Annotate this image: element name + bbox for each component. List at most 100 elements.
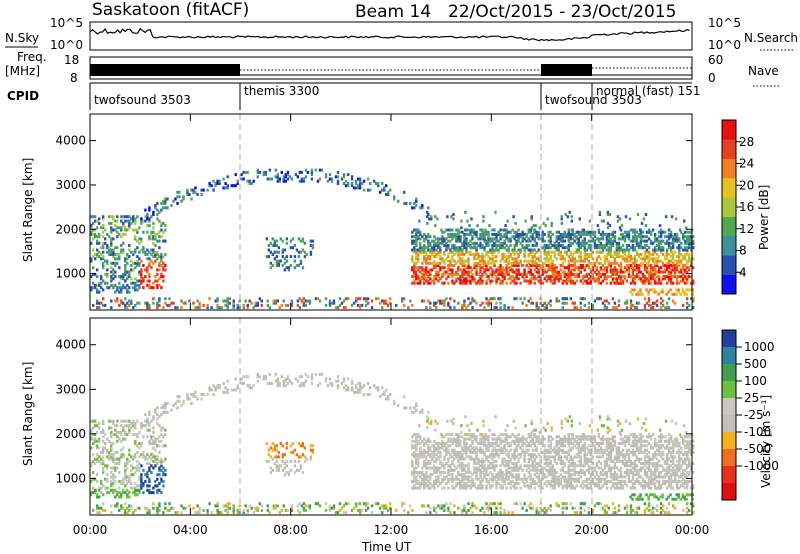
velocity-cell bbox=[222, 390, 225, 394]
power-cell bbox=[645, 255, 649, 259]
power-cell bbox=[582, 228, 585, 232]
velocity-cell bbox=[358, 508, 362, 512]
velocity-cell bbox=[435, 446, 438, 450]
power-cell bbox=[273, 250, 276, 254]
power-cell bbox=[617, 275, 621, 279]
power-cell bbox=[615, 255, 619, 259]
velocity-cell bbox=[271, 468, 274, 472]
velocity-cell bbox=[138, 446, 141, 450]
velocity-cell bbox=[487, 506, 490, 510]
velocity-cell bbox=[296, 508, 300, 512]
power-cell bbox=[615, 306, 619, 310]
velocity-cell bbox=[130, 468, 133, 472]
velocity-cell bbox=[94, 462, 97, 466]
power-cell bbox=[385, 193, 388, 196]
power-cell bbox=[162, 239, 165, 243]
power-cell bbox=[439, 250, 442, 254]
power-cell bbox=[114, 299, 117, 303]
power-cell bbox=[674, 217, 678, 221]
power-cell bbox=[575, 248, 578, 252]
velocity-cell bbox=[96, 446, 99, 450]
power-colorbar-tick-label: 16 bbox=[739, 200, 754, 214]
velocity-cell bbox=[475, 453, 478, 457]
velocity-cell bbox=[421, 471, 424, 474]
velocity-cell bbox=[242, 375, 245, 379]
velocity-cell bbox=[441, 471, 444, 474]
power-cell bbox=[587, 272, 591, 276]
velocity-cell bbox=[455, 455, 458, 459]
power-cell bbox=[678, 239, 681, 243]
power-cell bbox=[643, 268, 647, 272]
power-cell bbox=[415, 257, 418, 261]
power-cell bbox=[553, 250, 556, 254]
power-cell bbox=[547, 264, 550, 267]
power-cell bbox=[411, 259, 414, 263]
power-cell bbox=[495, 275, 498, 279]
velocity-cell bbox=[489, 486, 492, 490]
power-cell bbox=[411, 281, 414, 285]
power-cell bbox=[647, 275, 651, 279]
velocity-cell bbox=[162, 410, 165, 414]
power-cell bbox=[106, 275, 109, 279]
power-cell bbox=[268, 306, 271, 310]
power-cell bbox=[140, 277, 143, 281]
power-cell bbox=[477, 281, 480, 285]
power-cell bbox=[218, 182, 221, 185]
power-cell bbox=[148, 208, 151, 212]
velocity-cell bbox=[481, 450, 484, 454]
velocity-cell bbox=[467, 477, 470, 481]
power-cell bbox=[425, 261, 428, 265]
velocity-cell bbox=[439, 450, 442, 454]
power-cell bbox=[130, 221, 133, 225]
freq-right-tick-top: 60 bbox=[708, 53, 723, 67]
velocity-cell bbox=[306, 504, 310, 508]
velocity-cell bbox=[415, 455, 418, 459]
velocity-cell bbox=[330, 506, 334, 510]
power-cell bbox=[535, 257, 538, 261]
power-cell bbox=[476, 224, 479, 228]
power-cell bbox=[267, 255, 270, 259]
power-cell bbox=[601, 250, 605, 254]
power-cell bbox=[146, 215, 149, 219]
velocity-cell bbox=[385, 504, 388, 508]
velocity-cell bbox=[330, 381, 334, 385]
power-cell bbox=[595, 244, 599, 247]
power-cell bbox=[250, 301, 253, 305]
power-cell bbox=[457, 252, 460, 256]
power-cell bbox=[589, 230, 593, 234]
velocity-cell bbox=[389, 506, 392, 510]
power-cell bbox=[551, 261, 554, 265]
power-cell bbox=[453, 306, 456, 310]
power-cell bbox=[501, 270, 504, 274]
velocity-cell bbox=[216, 502, 219, 506]
power-cell bbox=[469, 301, 472, 305]
power-cell bbox=[126, 257, 129, 261]
power-cell bbox=[529, 264, 532, 267]
power-cell bbox=[471, 275, 474, 279]
velocity-cell bbox=[148, 466, 151, 470]
power-cell bbox=[661, 230, 665, 234]
power-cell bbox=[641, 246, 645, 250]
power-cell bbox=[106, 250, 109, 254]
power-cell bbox=[452, 213, 455, 216]
power-cell bbox=[134, 217, 137, 221]
noise-left-tick-top: 10^5 bbox=[50, 16, 83, 30]
power-cell bbox=[441, 275, 444, 279]
velocity-cell bbox=[515, 502, 518, 506]
power-cell bbox=[601, 268, 605, 272]
velocity-cell bbox=[491, 437, 494, 441]
velocity-cell bbox=[435, 448, 438, 452]
power-cell bbox=[433, 241, 436, 245]
velocity-cell bbox=[403, 502, 406, 506]
power-cell bbox=[653, 277, 657, 281]
velocity-cell bbox=[102, 435, 105, 439]
power-cell bbox=[688, 230, 691, 234]
power-cell bbox=[635, 239, 639, 243]
power-cell bbox=[551, 250, 554, 254]
power-cell bbox=[537, 270, 540, 274]
power-cell bbox=[148, 235, 151, 239]
power-cell bbox=[437, 272, 440, 276]
power-cell bbox=[543, 306, 546, 310]
velocity-cell bbox=[96, 473, 99, 477]
velocity-cell bbox=[302, 384, 306, 388]
